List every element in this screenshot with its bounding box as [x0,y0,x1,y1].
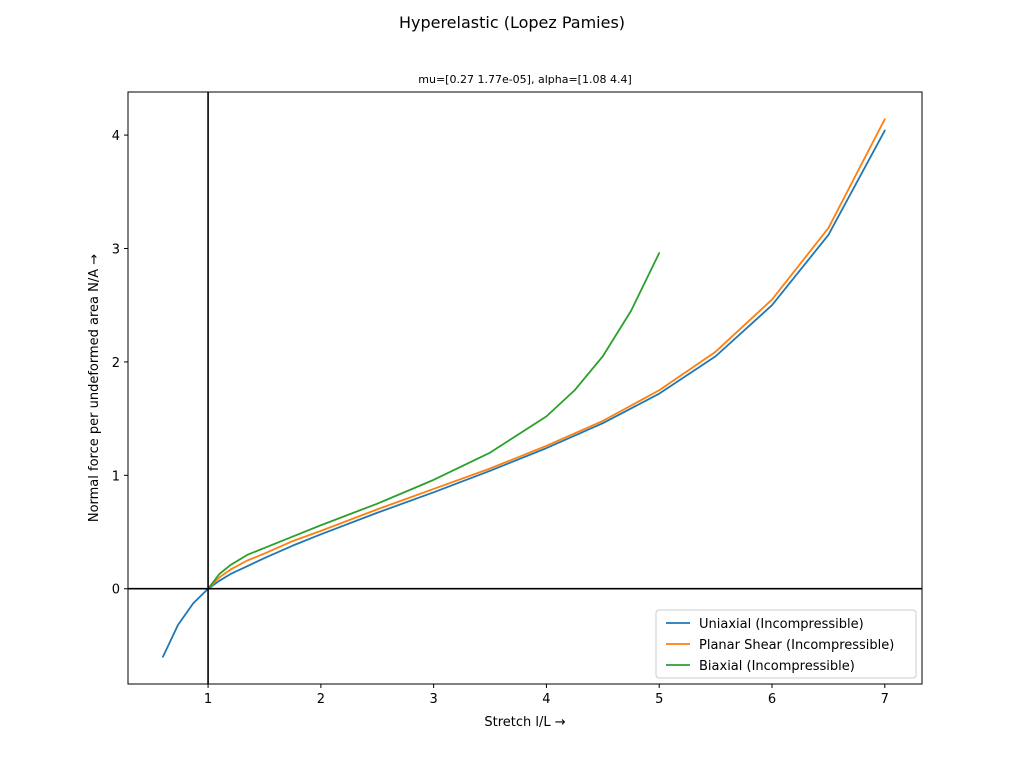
legend-label: Uniaxial (Incompressible) [699,617,864,632]
legend-box [655,609,917,679]
y-tick-label: 3 [112,243,120,258]
chart-suptitle: Hyperelastic (Lopez Pamies) [399,13,625,32]
x-tick-label: 2 [317,692,325,707]
plot-series-layer [162,118,886,658]
x-tick-label: 5 [655,692,663,707]
y-tick-label: 4 [112,129,120,144]
y-axis-ticks: 0 1 2 3 4 [112,129,128,598]
legend: Uniaxial (Incompressible) Planar Shear (I… [655,609,917,679]
x-tick-label: 6 [768,692,776,707]
legend-label: Planar Shear (Incompressible) [699,638,894,653]
x-tick-label: 4 [542,692,550,707]
y-axis-label: Normal force per undeformed area N/A → [87,254,102,522]
axes-frame [127,91,923,685]
x-tick-label: 1 [204,692,212,707]
series-line-3 [207,252,661,590]
y-tick-label: 2 [112,356,120,371]
series-line-1 [162,129,886,658]
x-axis-label: Stretch l/L → [484,715,565,730]
x-axis-ticks: 1 2 3 4 5 6 7 [204,684,889,707]
legend-label: Biaxial (Incompressible) [699,659,855,674]
series-line-2 [207,118,886,590]
y-tick-label: 0 [112,583,120,598]
chart-title: mu=[0.27 1.77e-05], alpha=[1.08 4.4] [418,73,631,86]
reference-lines [128,92,922,684]
x-tick-label: 7 [881,692,889,707]
x-tick-label: 3 [430,692,438,707]
y-tick-label: 1 [112,469,120,484]
